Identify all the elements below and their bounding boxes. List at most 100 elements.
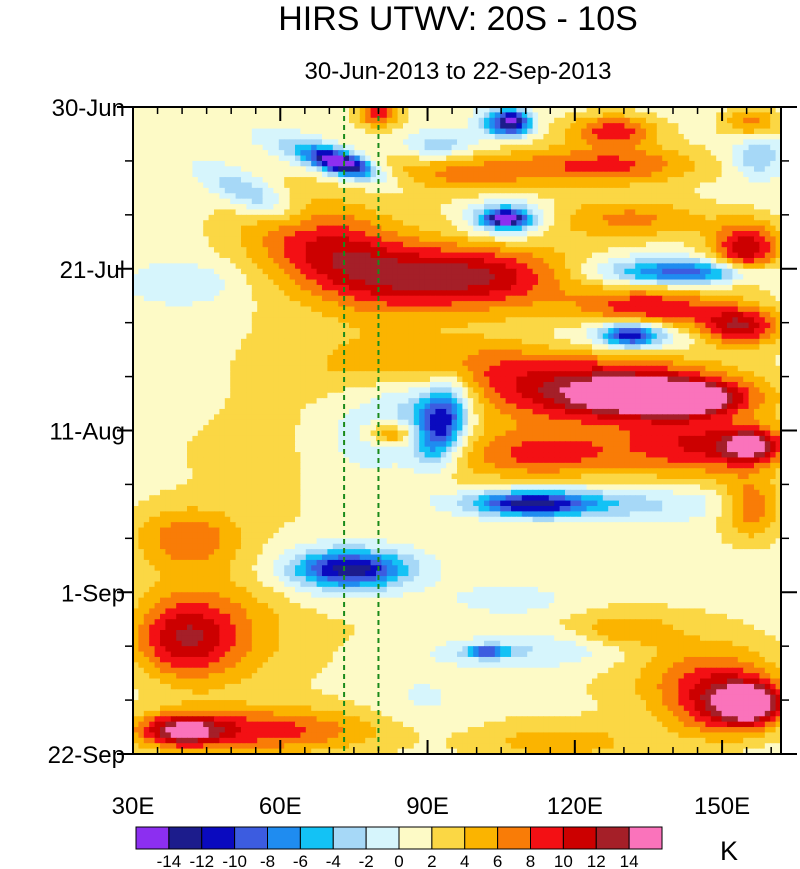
- heatmap-cell: [230, 166, 237, 173]
- heatmap-cell: [613, 279, 620, 286]
- heatmap-cell: [743, 139, 750, 146]
- heatmap-cell: [197, 193, 204, 200]
- heatmap-cell: [581, 177, 588, 184]
- heatmap-cell: [521, 268, 528, 275]
- heatmap-cell: [484, 155, 490, 162]
- heatmap-cell: [446, 112, 453, 119]
- heatmap-cell: [392, 279, 399, 286]
- heatmap-cell: [640, 241, 647, 248]
- heatmap-cell: [467, 107, 474, 113]
- heatmap-cell: [403, 107, 409, 113]
- heatmap-cell: [532, 220, 539, 227]
- heatmap-cell: [635, 144, 642, 151]
- heatmap-cell: [748, 187, 755, 194]
- heatmap-cell: [419, 252, 426, 259]
- heatmap-cell: [710, 268, 717, 275]
- heatmap-cell: [640, 301, 647, 308]
- heatmap-cell: [370, 160, 377, 167]
- heatmap-cell: [565, 295, 571, 302]
- heatmap-cell: [300, 284, 307, 291]
- heatmap-cell: [386, 204, 393, 211]
- heatmap-cell: [597, 322, 604, 329]
- heatmap-cell: [322, 290, 328, 297]
- heatmap-cell: [413, 279, 420, 286]
- heatmap-cell: [235, 328, 242, 335]
- heatmap-cell: [235, 117, 242, 124]
- heatmap-cell: [478, 209, 485, 216]
- heatmap-cell: [419, 301, 426, 308]
- heatmap-cell: [327, 112, 334, 119]
- heatmap-cell: [386, 317, 393, 324]
- heatmap-cell: [457, 155, 463, 162]
- heatmap-cell: [646, 198, 652, 205]
- heatmap-cell: [473, 322, 480, 329]
- heatmap-cell: [154, 214, 161, 221]
- heatmap-cell: [440, 155, 447, 162]
- heatmap-cell: [651, 182, 658, 189]
- heatmap-cell: [181, 160, 188, 167]
- heatmap-cell: [343, 241, 350, 248]
- heatmap-cell: [160, 160, 166, 167]
- heatmap-cell: [457, 263, 463, 270]
- heatmap-cell: [737, 241, 744, 248]
- heatmap-cell: [700, 274, 706, 281]
- heatmap-cell: [289, 166, 296, 173]
- heatmap-cell: [192, 198, 199, 205]
- heatmap-cell: [338, 166, 345, 173]
- heatmap-cell: [732, 252, 739, 259]
- heatmap-cell: [635, 284, 642, 291]
- heatmap-cell: [246, 155, 253, 162]
- heatmap-cell: [624, 301, 631, 308]
- heatmap-cell: [473, 128, 480, 135]
- heatmap-cell: [154, 166, 161, 173]
- heatmap-cell: [133, 123, 139, 130]
- heatmap-cell: [300, 328, 307, 335]
- heatmap-cell: [646, 290, 652, 297]
- heatmap-cell: [305, 144, 312, 151]
- heatmap-cell: [273, 279, 280, 286]
- heatmap-cell: [138, 182, 145, 189]
- heatmap-cell: [224, 225, 231, 232]
- heatmap-cell: [521, 187, 528, 194]
- heatmap-cell: [154, 257, 161, 264]
- heatmap-cell: [543, 236, 550, 243]
- heatmap-cell: [235, 263, 242, 270]
- heatmap-cell: [484, 177, 490, 184]
- heatmap-cell: [662, 166, 669, 173]
- heatmap-cell: [527, 209, 534, 216]
- heatmap-cell: [689, 139, 696, 146]
- heatmap-cell: [316, 107, 323, 113]
- heatmap-cell: [683, 236, 690, 243]
- heatmap-cell: [192, 301, 199, 308]
- heatmap-cell: [176, 177, 183, 184]
- heatmap-cell: [759, 209, 766, 216]
- heatmap-cell: [327, 177, 334, 184]
- heatmap-cell: [246, 166, 253, 173]
- heatmap-cell: [187, 306, 193, 313]
- heatmap-cell: [246, 182, 253, 189]
- heatmap-cell: [251, 236, 258, 243]
- heatmap-cell: [667, 150, 674, 157]
- heatmap-cell: [295, 209, 301, 216]
- heatmap-cell: [500, 306, 507, 313]
- heatmap-cell: [705, 144, 712, 151]
- heatmap-cell: [732, 112, 739, 119]
- heatmap-cell: [705, 274, 712, 281]
- heatmap-cell: [705, 171, 712, 178]
- heatmap-cell: [170, 274, 177, 281]
- heatmap-cell: [683, 144, 690, 151]
- heatmap-cell: [230, 209, 237, 216]
- heatmap-cell: [575, 107, 582, 113]
- heatmap-cell: [197, 144, 204, 151]
- heatmap-cell: [494, 193, 501, 200]
- heatmap-cell: [203, 322, 210, 329]
- heatmap-cell: [532, 177, 539, 184]
- heatmap-cell: [516, 247, 523, 254]
- heatmap-cell: [694, 171, 701, 178]
- heatmap-cell: [683, 155, 690, 162]
- heatmap-cell: [187, 317, 193, 324]
- heatmap-cell: [332, 306, 339, 313]
- heatmap-cell: [316, 257, 323, 264]
- heatmap-cell: [187, 247, 193, 254]
- heatmap-cell: [673, 144, 679, 151]
